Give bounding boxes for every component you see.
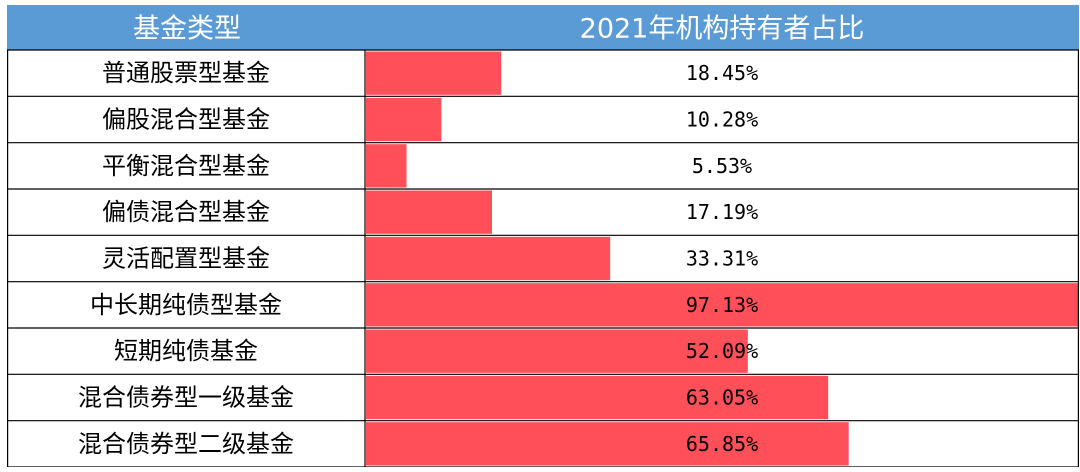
- bar-4: [366, 236, 611, 281]
- table-rows: 普通股票型基金 18.45% 偏股混合型基金 10.28% 平衡混合型基金 5.53% 偏债…: [78, 51, 1078, 466]
- category-label-8: 混合债券型二级基金: [78, 430, 294, 458]
- bar-5: [366, 283, 1078, 327]
- value-label-5: 97.13%: [686, 293, 758, 317]
- value-label-4: 33.31%: [686, 247, 758, 271]
- bar-7: [366, 375, 829, 420]
- value-label-2: 5.53%: [692, 154, 752, 178]
- data-bar-table: 基金类型 2021年机构持有者占比 普通股票型基金 18.45% 偏股混合型基金 10…: [7, 5, 1079, 467]
- value-label-8: 65.85%: [686, 432, 758, 456]
- header-value-label: 2021年机构持有者占比: [580, 14, 865, 45]
- category-label-6: 短期纯债基金: [114, 337, 258, 365]
- category-label-2: 平衡混合型基金: [102, 152, 270, 180]
- bar-0: [366, 51, 502, 95]
- header-background: [7, 5, 1079, 50]
- value-label-6: 52.09%: [686, 339, 758, 363]
- bar-2: [366, 144, 407, 188]
- category-label-3: 偏债混合型基金: [102, 198, 270, 226]
- category-label-4: 灵活配置型基金: [102, 245, 270, 273]
- table-gridlines: [7, 49, 1079, 467]
- data-bar-table-svg: 基金类型 2021年机构持有者占比 普通股票型基金 18.45% 偏股混合型基金 10…: [7, 5, 1079, 467]
- bar-8: [366, 422, 849, 466]
- category-label-1: 偏股混合型基金: [102, 106, 270, 134]
- value-label-0: 18.45%: [686, 61, 758, 85]
- value-label-3: 17.19%: [686, 200, 758, 224]
- bar-3: [366, 190, 493, 234]
- bar-6: [366, 329, 748, 373]
- category-label-5: 中长期纯债型基金: [90, 291, 282, 319]
- header-category-label: 基金类型: [133, 14, 241, 45]
- bar-1: [366, 97, 442, 142]
- category-label-0: 普通股票型基金: [102, 59, 270, 87]
- value-label-7: 63.05%: [686, 386, 758, 410]
- value-label-1: 10.28%: [686, 108, 758, 132]
- category-label-7: 混合债券型一级基金: [78, 384, 294, 412]
